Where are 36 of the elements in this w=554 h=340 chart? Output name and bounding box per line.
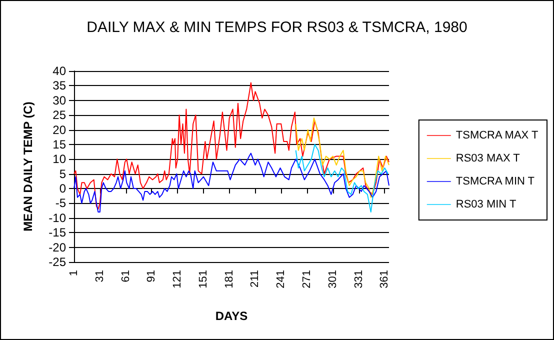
y-tick-label: 20 <box>52 122 66 137</box>
y-tick-label: 40 <box>52 64 66 78</box>
x-tick-label: 181 <box>223 270 236 288</box>
y-tick-label: -5 <box>55 196 66 210</box>
y-tick-label: 0 <box>59 182 66 196</box>
x-tick-label: 361 <box>378 270 391 288</box>
y-tick-label: -25 <box>48 255 66 269</box>
x-tick-label: 121 <box>172 270 184 288</box>
line-series <box>295 118 390 198</box>
y-tick-label: -15 <box>48 226 66 240</box>
y-tick-label: -20 <box>48 240 66 254</box>
x-axis-title: DAYS <box>215 309 248 323</box>
y-axis-title: MEAN DAILY TEMP (C) <box>21 102 35 232</box>
legend-label: RS03 MIN T <box>456 198 516 210</box>
chart-title: DAILY MAX & MIN TEMPS FOR RS03 & TSMCRA, 1980 <box>86 19 468 36</box>
x-tick-label: 91 <box>146 270 158 282</box>
x-tick-label: 61 <box>120 270 132 282</box>
legend-label: RS03 MAX T <box>456 152 520 164</box>
y-tick-label: -10 <box>48 210 66 225</box>
x-tick-label: 271 <box>301 270 314 288</box>
y-tick-label: 10 <box>52 152 66 166</box>
y-tick-label: 15 <box>52 137 66 152</box>
x-tick-label: 31 <box>94 270 106 282</box>
y-tick-label: 30 <box>52 93 66 108</box>
y-tick-label: 25 <box>52 108 66 122</box>
line-series <box>295 144 389 213</box>
x-tick-label: 211 <box>249 270 262 288</box>
y-tick-label: 35 <box>52 78 66 93</box>
x-tick-label: 301 <box>326 270 339 288</box>
y-tick-label: 5 <box>59 166 66 181</box>
legend-label: TSMCRA MAX T <box>456 130 538 142</box>
x-tick-label: 1 <box>68 270 80 276</box>
x-tick-label: 151 <box>197 270 210 288</box>
legend-label: TSMCRA MIN T <box>456 176 535 188</box>
x-tick-label: 241 <box>275 270 288 288</box>
x-tick-label: 331 <box>352 270 365 288</box>
